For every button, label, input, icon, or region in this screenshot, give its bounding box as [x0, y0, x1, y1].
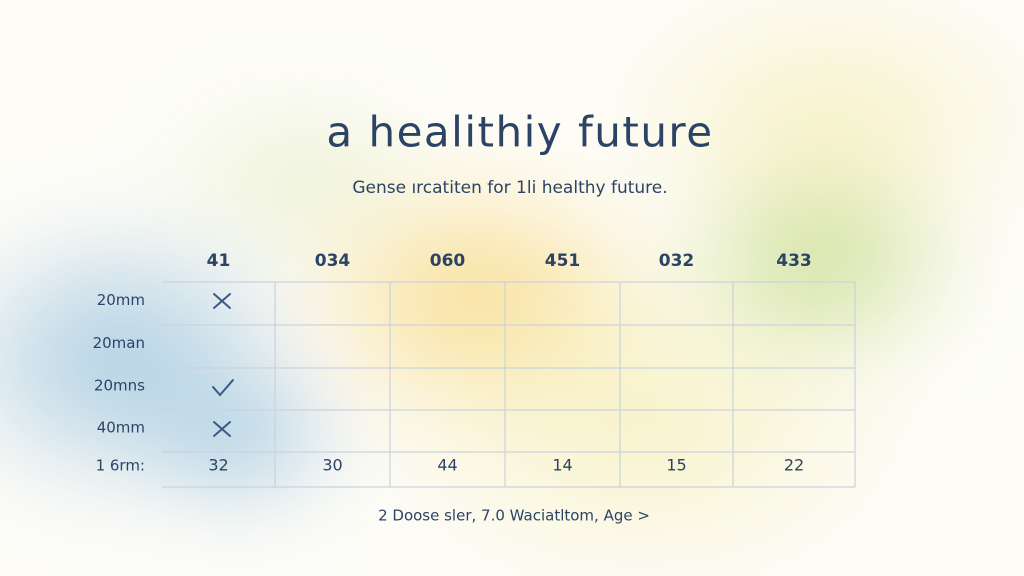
column-header: 032	[659, 251, 695, 271]
row-label: 40mm	[97, 419, 145, 437]
cell-icons	[212, 293, 234, 437]
row-label: 20mm	[97, 291, 145, 309]
column-header: 41	[207, 251, 231, 271]
column-header: 451	[545, 251, 581, 271]
footer: 2 Doose sler, 7.0 Waciatltom, Age >	[378, 507, 650, 525]
cell-value: 22	[784, 456, 804, 475]
check-icon	[212, 379, 234, 397]
cell-value: 14	[552, 456, 572, 475]
cell-value: 30	[322, 456, 342, 475]
cross-icon	[213, 293, 231, 309]
title: a healithiy future	[326, 108, 713, 157]
column-header: 034	[315, 251, 351, 271]
cell-value: 32	[208, 456, 228, 475]
cell-value: 15	[666, 456, 686, 475]
subtitle: Gense ırcatiten for 1li healthy future.	[352, 178, 667, 198]
row-label: 20mns	[94, 377, 145, 395]
table-grid	[162, 281, 856, 488]
cell-value: 44	[437, 456, 457, 475]
row-label: 1 6rm:	[96, 457, 145, 475]
row-label: 20man	[93, 334, 145, 352]
column-header: 060	[430, 251, 466, 271]
cross-icon	[213, 421, 231, 437]
column-header: 433	[776, 251, 812, 271]
